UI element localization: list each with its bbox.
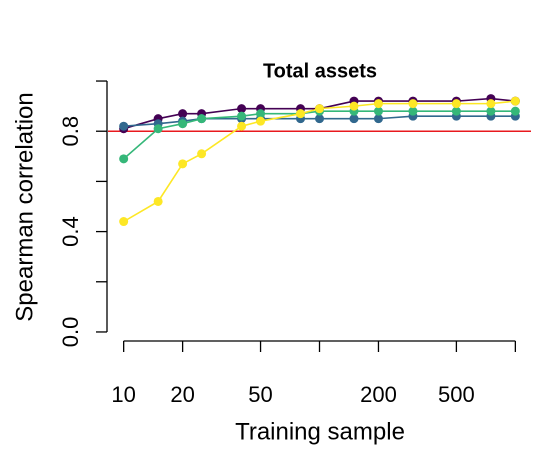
data-point [237, 104, 247, 114]
data-point [451, 99, 461, 109]
data-point [237, 111, 247, 121]
data-point [153, 196, 163, 206]
data-point [197, 149, 207, 159]
data-point [408, 99, 418, 109]
x-axis-label: Training sample [235, 418, 405, 445]
x-tick-label: 500 [438, 382, 475, 407]
data-point [373, 114, 383, 124]
data-point [349, 101, 359, 111]
data-point [510, 106, 520, 116]
data-point [256, 116, 266, 126]
data-point [119, 217, 129, 227]
y-axis-label: Spearman correlation [11, 92, 38, 321]
y-tick-label: 0.8 [58, 116, 83, 147]
data-point [237, 121, 247, 131]
data-point [178, 119, 188, 129]
x-tick-label: 200 [360, 382, 397, 407]
y-tick-label: 0.4 [58, 216, 83, 247]
data-point [373, 99, 383, 109]
data-point [296, 109, 306, 119]
data-point [256, 109, 266, 119]
x-tick-label: 50 [248, 382, 272, 407]
data-point [510, 96, 520, 106]
data-point [119, 154, 129, 164]
data-point [451, 106, 461, 116]
data-point [153, 124, 163, 134]
data-point [373, 106, 383, 116]
y-tick-label: 0.0 [58, 317, 83, 348]
data-point [349, 114, 359, 124]
data-point [119, 121, 129, 131]
x-tick-label: 20 [170, 382, 194, 407]
chart-title: Total assets [263, 60, 377, 82]
data-point [315, 104, 325, 114]
data-point [315, 114, 325, 124]
data-point [486, 99, 496, 109]
data-point [408, 106, 418, 116]
x-tick-label: 10 [111, 382, 135, 407]
data-point [197, 114, 207, 124]
data-point [486, 106, 496, 116]
data-point [178, 159, 188, 169]
data-point [178, 109, 188, 119]
